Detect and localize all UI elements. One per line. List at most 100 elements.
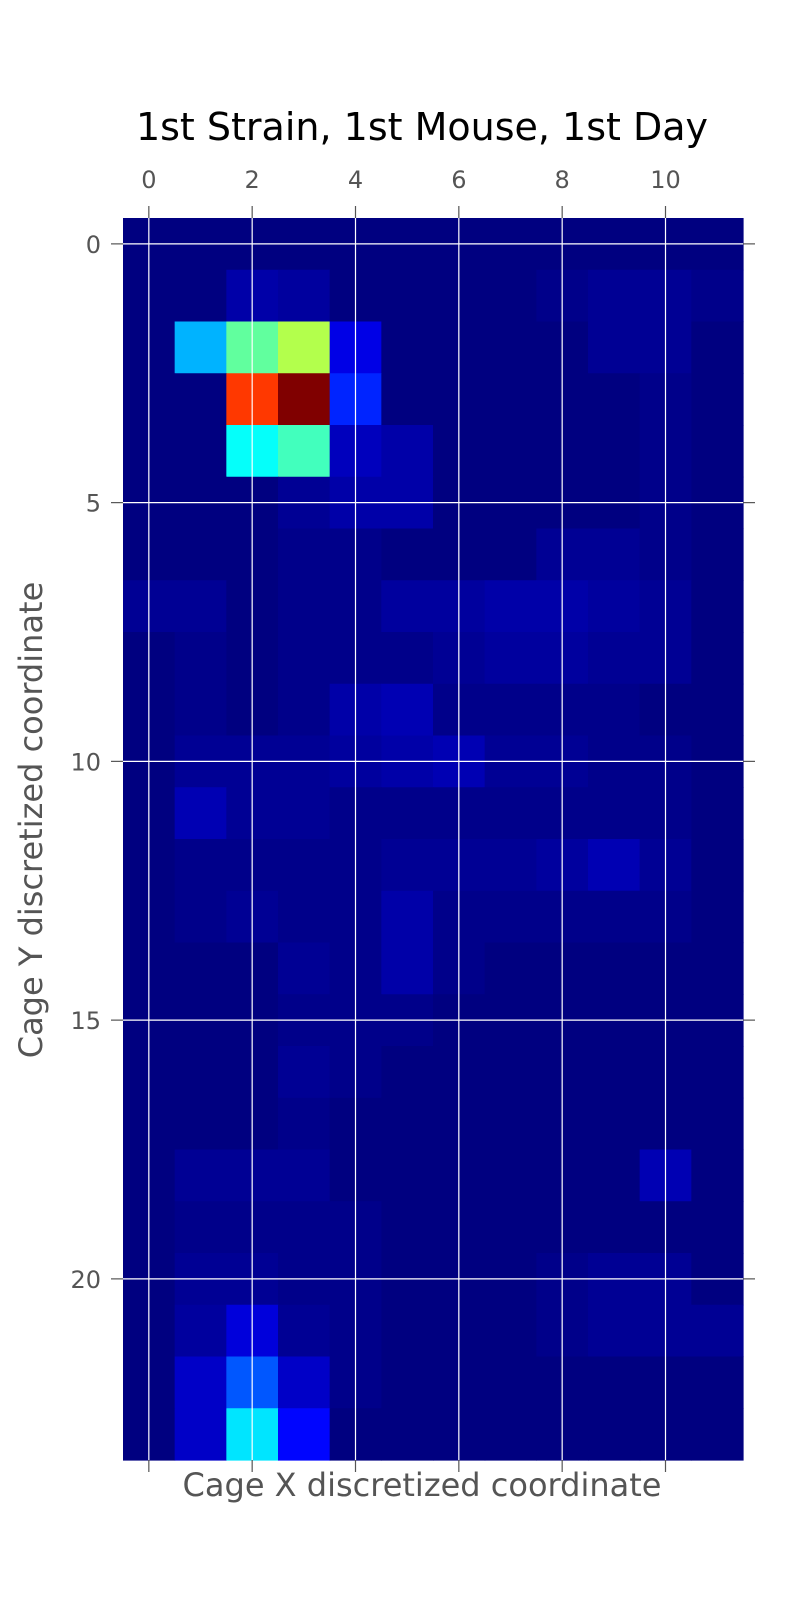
- heatmap-cell: [588, 683, 641, 737]
- heatmap-cell: [381, 683, 434, 737]
- heatmap-cell: [588, 1046, 641, 1099]
- heatmap-cell: [588, 1356, 641, 1409]
- heatmap-cell: [174, 839, 227, 892]
- heatmap-cell: [484, 787, 537, 840]
- heatmap-cell: [588, 321, 641, 374]
- axis-ticks: 0 2 4 6 8 10 0 5 10 15 20: [70, 166, 755, 1472]
- heatmap-cell: [484, 1149, 537, 1202]
- heatmap-cell: [691, 890, 744, 944]
- heatmap-cell: [174, 683, 227, 737]
- heatmap-cell: [278, 373, 331, 426]
- y-tick-label: 0: [86, 231, 101, 259]
- heatmap-cell: [484, 1097, 537, 1151]
- heatmap-cell: [691, 580, 744, 633]
- heatmap-cell: [484, 942, 537, 995]
- heatmap-cell: [381, 1046, 434, 1099]
- heatmap-cell: [381, 269, 434, 323]
- heatmap-cell: [381, 1149, 434, 1202]
- heatmap-cell: [588, 1201, 641, 1254]
- heatmap-cell: [278, 1304, 331, 1358]
- heatmap-cell: [174, 1097, 227, 1151]
- heatmap-cell: [381, 1201, 434, 1254]
- heatmap-cell: [278, 269, 331, 323]
- heatmap-cell: [278, 787, 331, 840]
- heatmap-cell: [484, 632, 537, 685]
- heatmap-cell: [381, 942, 434, 995]
- heatmap-cell: [484, 1408, 537, 1461]
- heatmap-cell: [691, 839, 744, 892]
- heatmap-cell: [691, 1408, 744, 1461]
- y-tick-label: 5: [86, 490, 101, 518]
- heatmap-cell: [381, 890, 434, 944]
- heatmap-cell: [381, 373, 434, 426]
- heatmap-cell: [588, 1408, 641, 1461]
- heatmap-cell: [588, 1097, 641, 1151]
- heatmap-cell: [691, 942, 744, 995]
- heatmap-cell: [484, 1201, 537, 1254]
- heatmap-cell: [278, 1149, 331, 1202]
- heatmap-cell: [484, 683, 537, 737]
- heatmap-cell: [174, 425, 227, 478]
- heatmap-cell: [691, 269, 744, 323]
- heatmap-cell: [691, 1046, 744, 1099]
- heatmap-cell: [588, 890, 641, 944]
- heatmap-cell: [381, 1097, 434, 1151]
- heatmap-cell: [174, 373, 227, 426]
- heatmap-cell: [381, 1304, 434, 1358]
- heatmap-cell: [691, 787, 744, 840]
- plot-area: [123, 218, 744, 1461]
- heatmap-cell: [484, 1356, 537, 1409]
- heatmap-cell: [588, 1149, 641, 1202]
- heatmap-cell: [381, 839, 434, 892]
- heatmap-cell: [588, 787, 641, 840]
- heatmap-cell: [278, 580, 331, 633]
- heatmap-cell: [278, 425, 331, 478]
- heatmap-cell: [278, 1408, 331, 1461]
- heatmap-cell: [691, 373, 744, 426]
- heatmap-cell: [174, 1046, 227, 1099]
- heatmap-cell: [278, 1356, 331, 1409]
- y-tick-label: 20: [70, 1266, 101, 1294]
- heatmap-cell: [174, 1356, 227, 1409]
- heatmap-cell: [174, 1408, 227, 1461]
- grid-lines: [123, 218, 743, 1460]
- x-tick-label: 8: [555, 166, 570, 194]
- heatmap-cell: [174, 890, 227, 944]
- heatmap-cell: [691, 1356, 744, 1409]
- heatmap-cell: [691, 1149, 744, 1202]
- x-tick-label: 4: [348, 166, 363, 194]
- heatmap-cell: [484, 269, 537, 323]
- heatmap-cell: [381, 528, 434, 581]
- heatmap-cell: [691, 1097, 744, 1151]
- heatmap-cell: [174, 1304, 227, 1358]
- heatmap-cell: [484, 1046, 537, 1099]
- x-tick-label: 6: [451, 166, 466, 194]
- heatmap-cell: [278, 321, 331, 374]
- heatmap-cell: [278, 1201, 331, 1254]
- heatmap-cell: [588, 580, 641, 633]
- heatmap-cell: [278, 528, 331, 581]
- heatmap-cell: [691, 632, 744, 685]
- x-tick-label: 2: [245, 166, 260, 194]
- heatmap-cell: [381, 787, 434, 840]
- heatmap-cell: [174, 580, 227, 633]
- heatmap-cell: [484, 321, 537, 374]
- heatmap-cell: [588, 942, 641, 995]
- heatmap-cell: [278, 1097, 331, 1151]
- heatmap-cell: [381, 632, 434, 685]
- heatmap-cell: [381, 425, 434, 478]
- heatmap-cell: [484, 373, 537, 426]
- heatmap-cell: [691, 425, 744, 478]
- heatmap-cell: [381, 580, 434, 633]
- heatmap-cell: [588, 839, 641, 892]
- heatmap-cell: [174, 321, 227, 374]
- x-tick-label: 10: [650, 166, 681, 194]
- chart-title: 1st Strain, 1st Mouse, 1st Day: [136, 105, 708, 149]
- heatmap-cell: [381, 321, 434, 374]
- heatmap-cell: [174, 528, 227, 581]
- y-tick-label: 15: [70, 1007, 101, 1035]
- heatmap-cell: [174, 942, 227, 995]
- heatmap-cell: [588, 632, 641, 685]
- heatmap-cell: [588, 373, 641, 426]
